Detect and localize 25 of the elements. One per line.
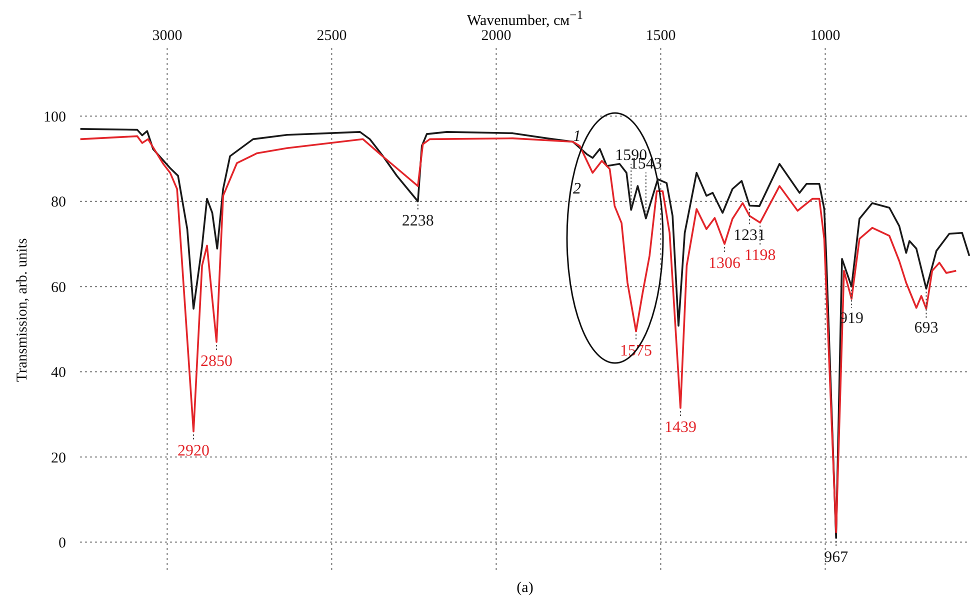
- annotation: 967: [824, 548, 848, 566]
- x-tick-label: 1500: [646, 28, 676, 44]
- y-tick-label: 80: [51, 194, 66, 211]
- y-tick-label: 100: [44, 109, 66, 126]
- annotation: 1198: [744, 246, 776, 264]
- annotation: 2850: [200, 352, 233, 370]
- series-label: 1: [572, 128, 581, 145]
- annotation: 2238: [402, 212, 434, 230]
- annotation: 693: [914, 320, 938, 337]
- x-axis-title: Wavenumber, см$^{−1}$: [466, 8, 584, 29]
- y-tick-label: 40: [51, 365, 66, 382]
- annotation: 2920: [178, 442, 210, 460]
- annotation: 1439: [664, 418, 696, 436]
- text: (a): [516, 580, 534, 597]
- y-tick-label: 0: [58, 536, 66, 552]
- x-tick-label: 2000: [481, 28, 512, 44]
- y-tick-label: 60: [51, 280, 66, 296]
- x-tick-label: 1000: [810, 28, 840, 44]
- y-axis-title: Transmission, arb. units: [14, 238, 30, 382]
- x-tick-label: 3000: [152, 28, 182, 44]
- x-tick-label: 2500: [316, 28, 347, 44]
- y-tick-label: 20: [51, 450, 66, 466]
- annotation: 1306: [708, 254, 741, 272]
- series-label: 2: [572, 180, 581, 198]
- annotation: 1231: [734, 226, 766, 244]
